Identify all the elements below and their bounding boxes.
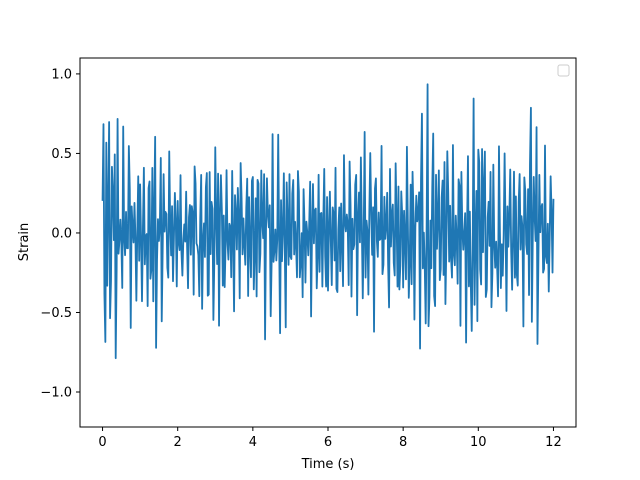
x-tick-label: 12 [545, 435, 562, 450]
y-tick-label: 0.5 [51, 147, 72, 162]
y-axis: −1.0 −0.5 0.0 0.5 1.0 [40, 67, 80, 401]
y-tick-label: 1.0 [51, 67, 72, 82]
x-axis-label: Time (s) [301, 457, 355, 472]
plot-area [79, 57, 577, 428]
y-tick-label: −0.5 [40, 306, 72, 321]
x-tick-label: 2 [174, 435, 182, 450]
x-tick-label: 8 [399, 435, 407, 450]
x-axis: 0 2 4 6 8 10 12 [98, 427, 562, 450]
legend-box [557, 64, 570, 77]
y-axis-label: Strain [17, 223, 32, 262]
x-tick-label: 10 [470, 435, 487, 450]
y-tick-label: 0.0 [51, 226, 72, 241]
x-tick-label: 4 [249, 435, 257, 450]
x-tick-label: 6 [324, 435, 332, 450]
y-tick-label: −1.0 [40, 386, 72, 401]
strain-series-line [101, 83, 555, 360]
x-tick-label: 0 [98, 435, 106, 450]
